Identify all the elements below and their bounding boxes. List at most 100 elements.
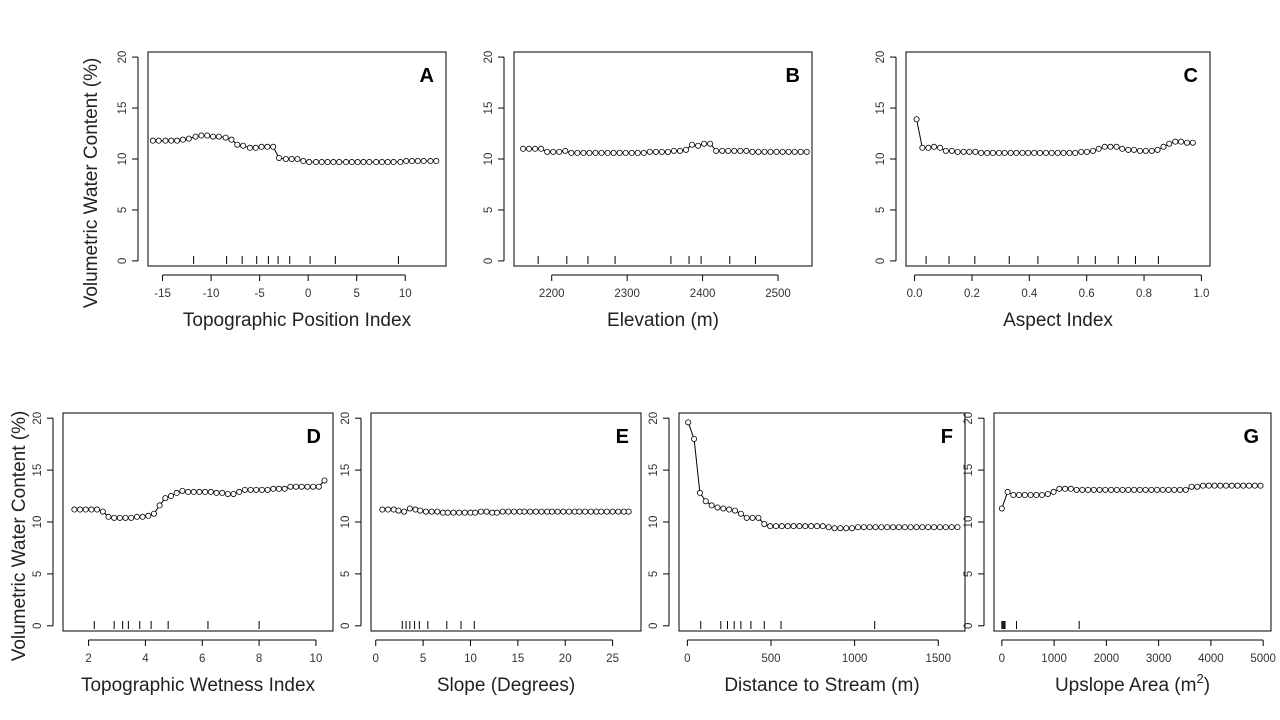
data-point (412, 506, 419, 513)
data-point (204, 132, 211, 139)
y-tick-label: 5 (340, 571, 352, 577)
data-point (831, 525, 838, 532)
data-point (1056, 485, 1063, 492)
data-point (702, 498, 709, 505)
data-point (670, 147, 677, 154)
data-point (1101, 143, 1108, 150)
panel-letter: G (1243, 426, 1259, 448)
data-point (1027, 492, 1034, 499)
data-point (287, 483, 294, 490)
x-tick-label: 2000 (1094, 653, 1120, 665)
y-tick-label: 15 (483, 102, 495, 115)
data-point (931, 524, 938, 531)
y-tick-label: 20 (963, 412, 975, 425)
plot-frame (905, 51, 1211, 267)
data-point (234, 141, 241, 148)
data-point (574, 149, 581, 156)
data-point (379, 506, 386, 513)
data-point (942, 147, 949, 154)
data-point (554, 508, 561, 515)
data-point (913, 524, 920, 531)
data-point (872, 524, 879, 531)
data-point (236, 488, 243, 495)
plot-frame (993, 412, 1272, 632)
data-point (1078, 148, 1085, 155)
data-point (321, 477, 328, 484)
panel-letter: F (941, 426, 953, 448)
data-point (1090, 486, 1097, 493)
data-point (385, 506, 392, 513)
panel-letter: A (420, 65, 434, 87)
data-point (695, 142, 702, 149)
data-point (989, 149, 996, 156)
data-point (884, 524, 891, 531)
panel-a: -15 -10 -5 0 5 10 0 5 10 15 20 A Topographic Positio… (117, 51, 447, 331)
data-point (743, 147, 750, 154)
y-tick-label: 15 (340, 464, 352, 477)
data-point (422, 508, 429, 515)
data-point (240, 142, 247, 149)
data-point (185, 488, 192, 495)
data-point (1166, 140, 1173, 147)
y-tick-label: 10 (648, 516, 660, 529)
data-point (1025, 149, 1032, 156)
y-tick-label: 20 (483, 51, 495, 64)
x-tick-label: 5 (353, 288, 359, 300)
data-point (1159, 486, 1166, 493)
x-tick-label: 1000 (842, 653, 868, 665)
x-tick-label: 15 (511, 653, 524, 665)
data-point (111, 514, 118, 521)
data-point (1113, 486, 1120, 493)
data-point (1066, 149, 1073, 156)
data-point (253, 486, 260, 493)
data-point (708, 502, 715, 509)
data-point (210, 133, 217, 140)
data-point (1073, 486, 1080, 493)
data-point (1072, 149, 1079, 156)
x-axis-label: Distance to Stream (m) (724, 675, 919, 696)
data-point (685, 419, 692, 426)
data-point (310, 483, 317, 490)
x-tick-label: 4000 (1198, 653, 1224, 665)
x-tick-label: 2 (85, 653, 91, 665)
data-point (366, 159, 373, 166)
data-point (1060, 149, 1067, 156)
data-point (390, 159, 397, 166)
data-point (860, 524, 867, 531)
x-tick-label: 10 (399, 288, 412, 300)
data-point (942, 524, 949, 531)
data-point (401, 508, 408, 515)
data-point (173, 489, 180, 496)
x-tick-label: 5 (420, 653, 426, 665)
data-point (1004, 488, 1011, 495)
data-point (1083, 148, 1090, 155)
data-point (1089, 147, 1096, 154)
data-point (150, 510, 157, 517)
data-point (1165, 486, 1172, 493)
x-tick-label: 4 (142, 653, 149, 665)
x-tick-label: 6 (199, 653, 205, 665)
data-point (913, 116, 920, 123)
data-point (615, 508, 622, 515)
data-point (1251, 482, 1258, 489)
data-point (162, 495, 169, 502)
data-point (1194, 483, 1201, 490)
data-point (461, 509, 468, 516)
data-point (1148, 486, 1155, 493)
x-tick-label: 5000 (1250, 653, 1276, 665)
data-point (1079, 486, 1086, 493)
data-point (306, 159, 313, 166)
data-point (179, 487, 186, 494)
data-point (281, 485, 288, 492)
data-point (1131, 146, 1138, 153)
data-point (854, 524, 861, 531)
x-tick-label: 1500 (925, 653, 951, 665)
data-point (907, 524, 914, 531)
y-tick-label: 0 (117, 258, 129, 264)
data-point (318, 159, 325, 166)
data-point (270, 485, 277, 492)
data-point (696, 489, 703, 496)
data-point (82, 506, 89, 513)
data-point (566, 508, 573, 515)
data-point (767, 523, 774, 530)
